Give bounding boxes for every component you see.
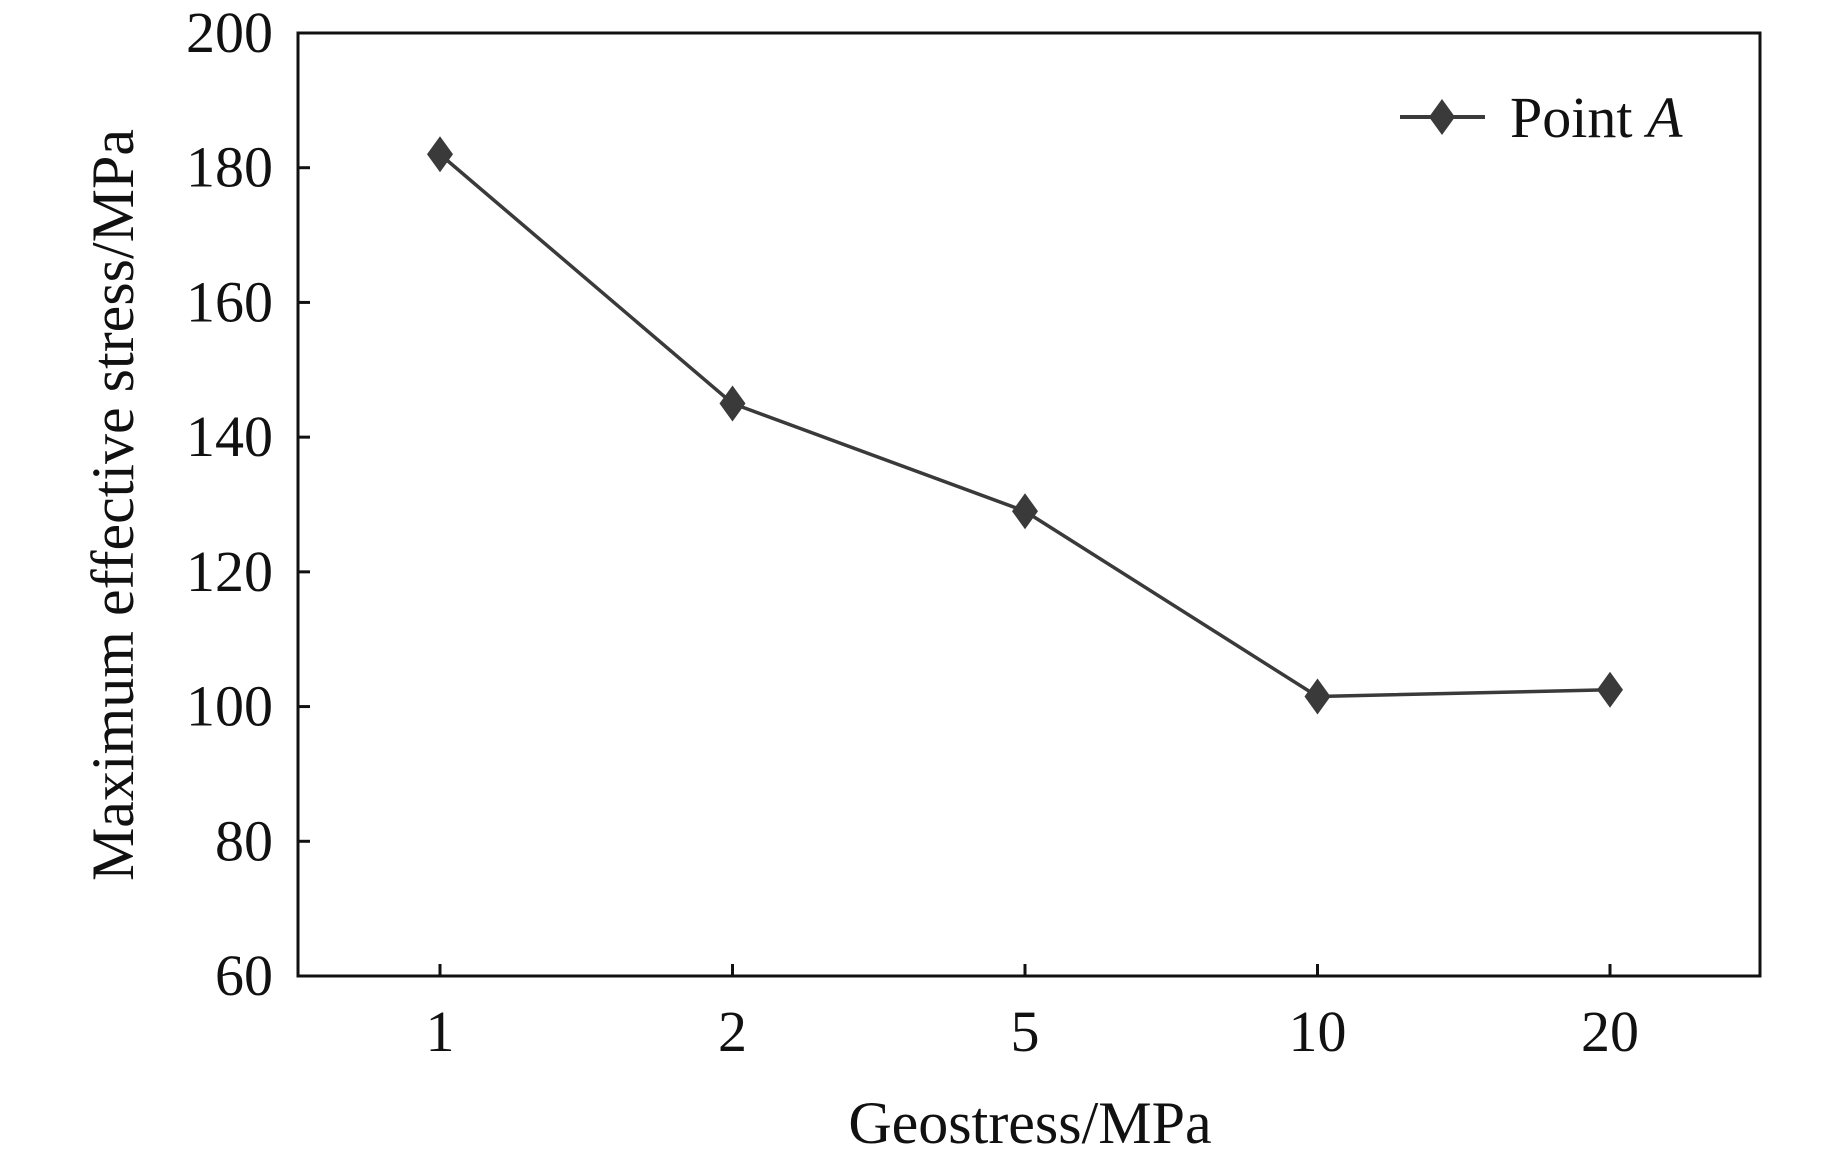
y-tick-label: 200 [186, 0, 273, 65]
y-tick-label: 120 [186, 539, 273, 604]
x-tick-label: 2 [718, 999, 747, 1064]
x-axis-ticks: 1 2 5 10 20 [426, 964, 1639, 1064]
data-point-marker [1597, 671, 1623, 708]
x-tick-label: 10 [1289, 999, 1347, 1064]
y-tick-label: 180 [186, 135, 273, 200]
series-line [438, 152, 1611, 699]
x-tick-label: 1 [426, 999, 455, 1064]
legend-label-prefix: Point [1510, 85, 1647, 150]
y-axis-ticks: 60 80 100 120 140 160 180 200 [186, 0, 310, 1008]
legend-label-italic: A [1643, 85, 1683, 150]
x-tick-label: 5 [1011, 999, 1040, 1064]
data-point-marker [719, 385, 746, 422]
data-point-marker [1012, 493, 1038, 530]
x-axis-title: Geostress/MPa [848, 1090, 1211, 1156]
legend-diamond-marker [1429, 99, 1455, 135]
series-layer [427, 136, 1623, 715]
data-point-marker [427, 136, 453, 173]
y-tick-label: 60 [215, 943, 273, 1008]
y-axis-title: Maximum effective stress/MPa [80, 129, 146, 881]
y-tick-label: 160 [186, 269, 273, 334]
legend-label: Point A [1510, 85, 1683, 150]
plot-frame [296, 31, 1762, 978]
y-tick-label: 140 [186, 404, 273, 469]
y-tick-label: 100 [186, 674, 273, 739]
legend: Point A [1400, 85, 1683, 150]
data-point-marker [1304, 678, 1331, 715]
y-tick-label: 80 [215, 808, 273, 873]
x-tick-label: 20 [1581, 999, 1639, 1064]
